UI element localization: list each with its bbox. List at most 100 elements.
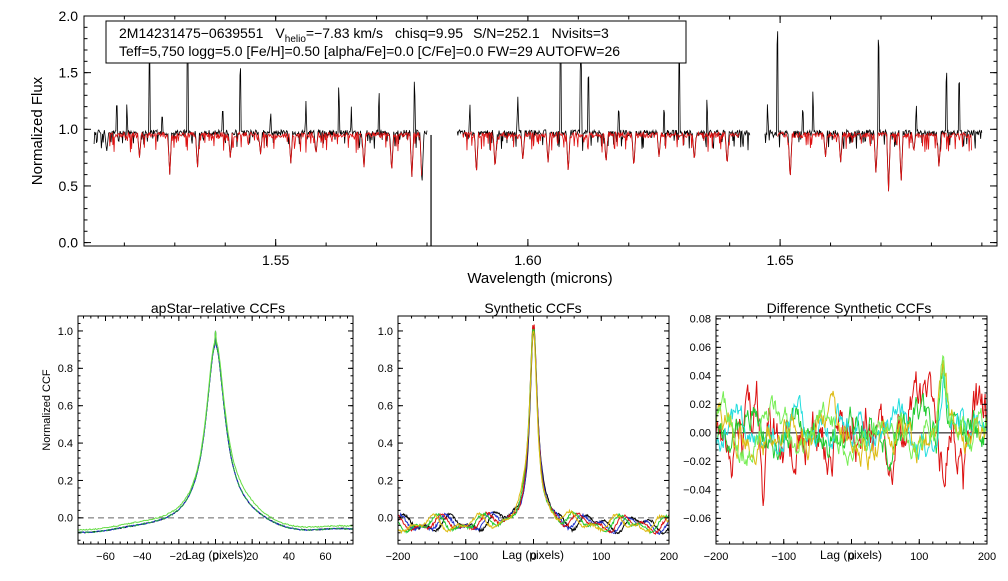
apstar-ccf-ytick-label: 0.8 — [58, 363, 73, 375]
synthetic-ccf-line — [397, 327, 670, 535]
apstar-ccf-frame — [77, 315, 354, 545]
difference-ccf-xtick-label: 0 — [848, 551, 854, 563]
apstar-ccf-ylabel: Normalized CCF — [41, 369, 53, 451]
apstar-ccf-line — [77, 330, 354, 534]
synthetic-ccf-ytick-label: 1.0 — [378, 326, 393, 338]
difference-ccf-ytick-label: 0.04 — [690, 371, 711, 383]
synthetic-ccf-xtick-label: 200 — [660, 551, 678, 563]
difference-ccf-ytick-label: 0.08 — [690, 314, 711, 326]
model-spectrum-line — [462, 130, 740, 171]
apstar-ccf-xlabel: Lag (pixels) — [185, 548, 247, 562]
apstar-ccf-title: apStar−relative CCFs — [151, 300, 285, 316]
difference-ccf-xlabel: Lag (pixels) — [820, 548, 882, 562]
apstar-ccf-xtick-label: 60 — [319, 551, 331, 563]
apstar-ccf-ytick-label: 0.0 — [58, 513, 73, 525]
difference-ccf-xtick-label: 100 — [910, 551, 928, 563]
difference-ccf-xtick-label: −200 — [704, 551, 729, 563]
spectrum-xlabel: Wavelength (microns) — [467, 270, 612, 287]
apstar-ccf-ytick-label: 1.0 — [58, 326, 73, 338]
annotation-line-1: 2M14231475−0639551 Vhelio=−7.83 km/s chisq… — [119, 25, 609, 45]
synthetic-ccf-ytick-label: 0.2 — [378, 475, 393, 487]
apstar-ccf-xtick-label: 40 — [283, 551, 295, 563]
synthetic-ccf-xtick-label: 100 — [592, 551, 610, 563]
spectrum-xtick-label: 1.60 — [514, 252, 541, 268]
difference-ccf-line — [715, 354, 988, 466]
difference-ccf-ytick-label: 0.02 — [690, 399, 711, 411]
spectrum-ylabel: Normalized Flux — [29, 76, 46, 185]
apstar-ccf-xtick-label: −60 — [96, 551, 115, 563]
difference-ccf-line — [715, 362, 988, 472]
difference-ccf-ytick-label: −0.02 — [683, 456, 711, 468]
spectrum-ytick-label: 1.5 — [59, 65, 79, 81]
apstar-ccf-traces — [77, 330, 354, 534]
sn-value: S/N=252.1 — [473, 25, 540, 41]
spectrum-ytick-label: 1.0 — [59, 121, 79, 137]
nvisits-value: Nvisits=3 — [552, 25, 609, 41]
difference-ccf-line — [715, 371, 988, 506]
synthetic-ccf-ytick-label: 0.8 — [378, 363, 393, 375]
difference-ccf-ytick-label: −0.06 — [683, 513, 711, 525]
synthetic-ccf-xtick-label: 0 — [530, 551, 536, 563]
spectrum-annotation-box: 2M14231475−0639551 Vhelio=−7.83 km/s chisq… — [105, 20, 687, 64]
difference-ccf-ytick-label: 0.06 — [690, 342, 711, 354]
synthetic-ccf-ytick-label: 0.4 — [378, 438, 393, 450]
spectrum-xtick-label: 1.55 — [262, 252, 289, 268]
difference-ccf-traces — [715, 354, 988, 506]
synthetic-ccf-title: Synthetic CCFs — [484, 300, 581, 316]
spectrum-traces — [93, 25, 983, 246]
synthetic-ccf-axis-ticks: −200 −100 0 100 200 0.0 0.2 0.4 0.6 0.8 1.0 — [378, 315, 678, 563]
synthetic-ccf-panel: Synthetic CCFs −200 −100 0 100 200 0.0 0.2 0.4 0… — [378, 300, 678, 563]
spectrum-panel: 1.55 1.60 1.65 0.0 0.5 1.0 1.5 2.0 Wavelength (… — [29, 8, 998, 287]
spectrum-ytick-label: 2.0 — [59, 8, 79, 24]
vhelio-symbol: V — [275, 25, 285, 41]
apstar-ccf-xtick-label: 20 — [246, 551, 258, 563]
difference-ccf-frame — [715, 315, 988, 545]
model-spectrum-line — [777, 131, 972, 192]
difference-ccf-title: Difference Synthetic CCFs — [767, 300, 932, 316]
synthetic-ccf-ytick-label: 0.0 — [378, 513, 393, 525]
annotation-line-2: Teff=5,750 logg=5.0 [Fe/H]=0.50 [alpha/F… — [119, 43, 620, 59]
difference-ccf-xtick-label: −100 — [771, 551, 796, 563]
vhelio-value: =−7.83 km/s — [306, 25, 383, 41]
chisq-value: chisq=9.95 — [395, 25, 463, 41]
synthetic-ccf-xtick-label: −100 — [453, 551, 478, 563]
observed-spectrum-line — [764, 31, 983, 192]
annotation-frame — [105, 20, 687, 64]
synthetic-ccf-frame — [397, 315, 670, 545]
apstar-ccf-line — [77, 330, 354, 531]
synthetic-ccf-line — [397, 324, 670, 535]
apstar-ccf-ytick-label: 0.2 — [58, 475, 73, 487]
apstar-ccf-axis-ticks: −60 −40 −20 0 20 40 60 0.0 0.2 0.4 0.6 0.8 1.0 — [58, 315, 353, 563]
difference-ccf-ytick-label: −0.04 — [683, 485, 711, 497]
apstar-ccf-ytick-label: 0.6 — [58, 401, 73, 413]
apstar-ccf-line — [77, 330, 354, 534]
difference-ccf-axis-ticks: −200 −100 0 100 200 −0.06 −0.04 −0.02 0.00 0.02 0.… — [683, 314, 996, 563]
star-id: 2M14231475−0639551 — [119, 25, 264, 41]
apstar-ccf-xtick-label: 0 — [212, 551, 218, 563]
vhelio-subscript: helio — [285, 34, 307, 45]
apstar-ccf-panel: apStar−relative CCFs −60 −40 −20 0 20 40 60 0.0… — [41, 300, 354, 563]
apstar-ccf-xtick-label: −40 — [133, 551, 152, 563]
difference-ccf-xtick-label: 200 — [978, 551, 996, 563]
spectrum-frame — [83, 15, 998, 247]
spectrum-ytick-label: 0.0 — [59, 235, 79, 251]
synthetic-ccf-line — [397, 328, 670, 535]
synthetic-ccf-xtick-label: −200 — [386, 551, 411, 563]
synthetic-ccf-traces — [397, 324, 670, 535]
observed-spectrum-line — [456, 27, 751, 171]
synthetic-ccf-line — [397, 329, 670, 535]
apstar-ccf-line — [77, 330, 354, 534]
difference-ccf-line — [715, 359, 988, 471]
apstar-ccf-xtick-label: −20 — [169, 551, 188, 563]
synthetic-ccf-ytick-label: 0.6 — [378, 401, 393, 413]
difference-ccf-ytick-label: 0.00 — [690, 428, 711, 440]
difference-ccf-panel: Difference Synthetic CCFs −200 −100 0 100 20… — [683, 300, 996, 563]
apstar-ccf-ytick-label: 0.4 — [58, 438, 73, 450]
synthetic-ccf-line — [397, 330, 670, 535]
model-spectrum-line — [108, 131, 422, 177]
spectrum-ytick-label: 0.5 — [59, 178, 79, 194]
spectrum-xtick-label: 1.65 — [766, 252, 793, 268]
spectrum-axis-ticks: 1.55 1.60 1.65 0.0 0.5 1.0 1.5 2.0 — [59, 8, 997, 268]
